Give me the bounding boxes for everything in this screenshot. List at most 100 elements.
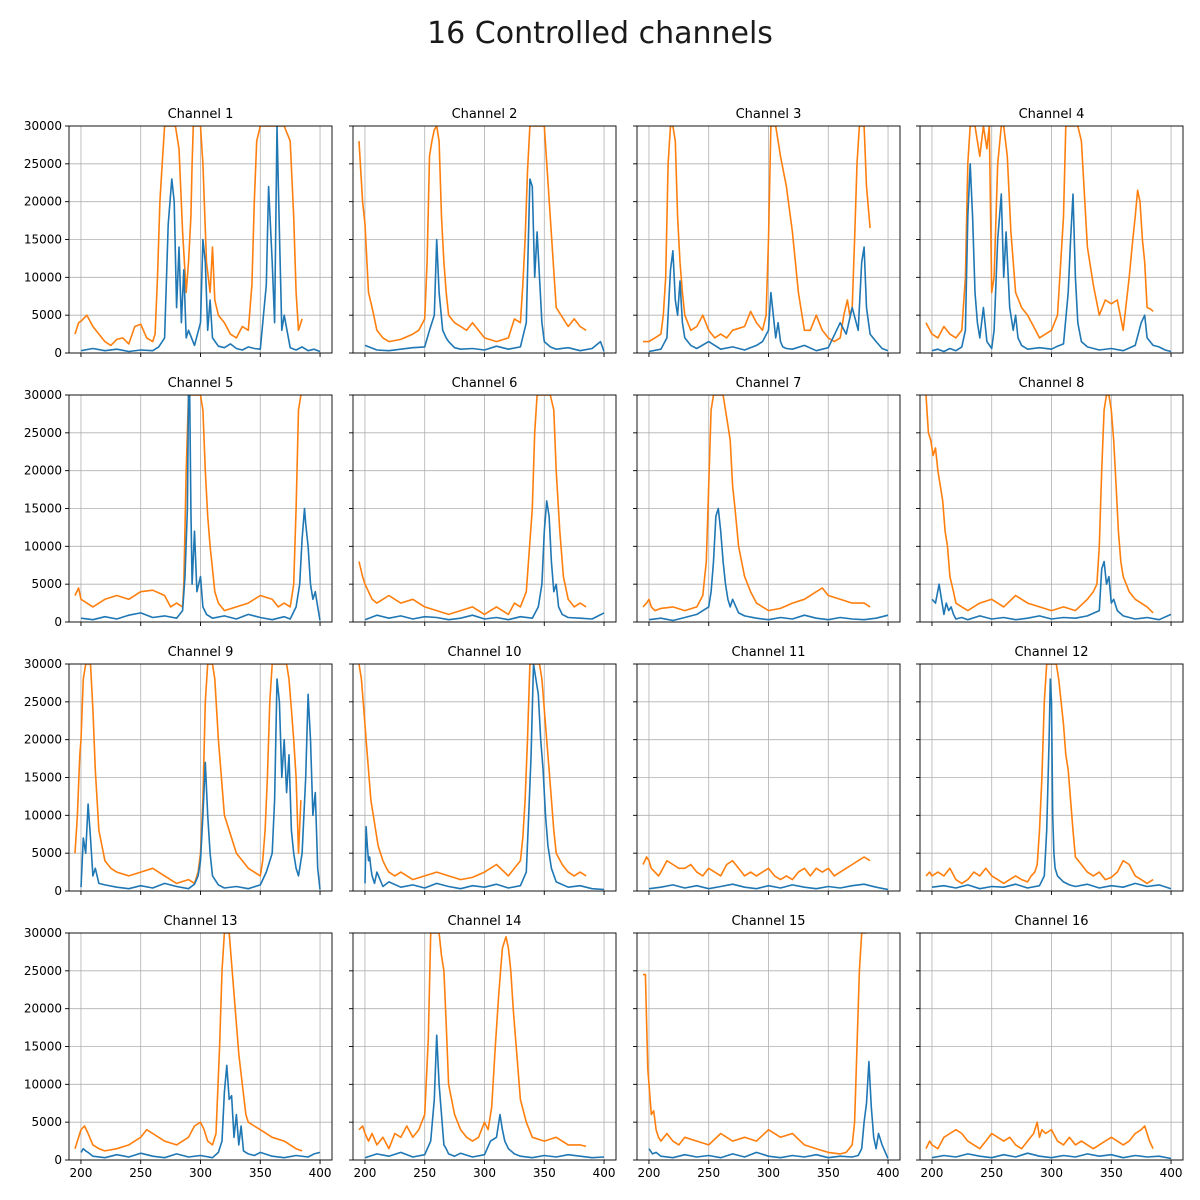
x-tick-label: 350 xyxy=(249,1166,272,1180)
series-line-blue xyxy=(931,1152,1172,1160)
series-line-blue xyxy=(364,1034,605,1159)
series-line-orange xyxy=(74,933,303,1152)
y-tick-label: 0 xyxy=(54,615,62,629)
series-line-orange xyxy=(643,126,871,343)
subplot-title: Channel 12 xyxy=(1014,645,1088,660)
series-line-blue xyxy=(80,678,321,890)
subplot-channel-5: Channel 5 0 5000 10000 15000 20000 25000 30000 xyxy=(24,376,333,629)
subplot-title: Channel 13 xyxy=(163,914,237,929)
x-tick-label: 200 xyxy=(638,1166,661,1180)
y-tick-label: 5000 xyxy=(31,1115,62,1129)
y-tick-label: 30000 xyxy=(24,388,62,402)
x-tick-label: 350 xyxy=(1100,1166,1123,1180)
subplot-title: Channel 15 xyxy=(731,914,805,929)
plot-area xyxy=(358,933,605,1159)
x-tick-label: 400 xyxy=(1160,1166,1183,1180)
series-line-orange xyxy=(642,395,871,612)
subplot-channel-11: Channel 11 xyxy=(633,645,901,895)
subplot-title: Channel 5 xyxy=(168,376,234,391)
subplot-title: Channel 9 xyxy=(168,645,234,660)
series-line-orange xyxy=(74,395,302,612)
x-tick-label: 300 xyxy=(757,1166,780,1180)
series-line-blue xyxy=(80,126,321,353)
series-line-orange xyxy=(358,933,587,1150)
subplot-channel-4: Channel 4 xyxy=(916,107,1184,357)
subplot-title: Channel 4 xyxy=(1019,107,1085,122)
figure-title: 16 Controlled channels xyxy=(427,16,773,51)
series-line-orange xyxy=(925,395,1154,614)
y-tick-label: 15000 xyxy=(24,233,62,247)
subplot-channel-9: Channel 9 0 5000 10000 15000 20000 25000 30000 xyxy=(24,645,333,898)
plot-area xyxy=(74,933,321,1159)
series-line-blue xyxy=(364,664,605,891)
subplot-channel-6: Channel 6 xyxy=(349,376,617,626)
y-tick-label: 30000 xyxy=(24,119,62,133)
plot-area xyxy=(643,126,889,353)
plot-area xyxy=(642,856,889,891)
plot-area xyxy=(358,126,605,352)
subplot-channel-10: Channel 10 xyxy=(349,645,617,895)
y-tick-label: 15000 xyxy=(24,1040,62,1054)
plot-area xyxy=(74,395,321,621)
subplot-title: Channel 6 xyxy=(452,376,518,391)
subplot-title: Channel 2 xyxy=(452,107,518,122)
series-line-blue xyxy=(648,507,889,622)
series-line-orange xyxy=(925,126,1154,339)
y-tick-label: 0 xyxy=(54,884,62,898)
x-tick-label: 300 xyxy=(473,1166,496,1180)
series-line-orange xyxy=(358,395,587,616)
x-tick-label: 250 xyxy=(697,1166,720,1180)
series-line-orange xyxy=(358,664,587,881)
series-line-blue xyxy=(80,1064,321,1159)
x-tick-label: 250 xyxy=(980,1166,1003,1180)
series-line-blue xyxy=(931,163,1172,353)
subplot-channel-3: Channel 3 xyxy=(633,107,901,357)
x-tick-label: 250 xyxy=(129,1166,152,1180)
series-line-orange xyxy=(643,933,867,1155)
plot-area xyxy=(74,126,321,353)
y-tick-label: 15000 xyxy=(24,771,62,785)
x-tick-label: 300 xyxy=(1040,1166,1063,1180)
plot-area xyxy=(358,395,605,621)
plot-area xyxy=(643,933,889,1159)
y-tick-label: 5000 xyxy=(31,577,62,591)
x-tick-label: 350 xyxy=(533,1166,556,1180)
series-line-blue xyxy=(648,246,889,353)
y-tick-label: 10000 xyxy=(24,539,62,553)
y-tick-label: 20000 xyxy=(24,195,62,209)
plot-area xyxy=(925,395,1172,621)
x-tick-label: 400 xyxy=(309,1166,332,1180)
subplot-title: Channel 8 xyxy=(1019,376,1085,391)
subplot-title: Channel 10 xyxy=(447,645,521,660)
x-tick-label: 300 xyxy=(189,1166,212,1180)
plot-area xyxy=(925,126,1172,353)
series-line-orange xyxy=(925,1121,1154,1150)
y-tick-label: 0 xyxy=(54,1153,62,1167)
subplot-channel-2: Channel 2 xyxy=(349,107,617,357)
y-tick-label: 0 xyxy=(54,346,62,360)
subplot-channel-13: Channel 13 200 250 300 350 400 0 5000 10000 15000… xyxy=(24,914,333,1180)
x-tick-label: 400 xyxy=(877,1166,900,1180)
series-line-orange xyxy=(925,664,1154,885)
y-tick-label: 5000 xyxy=(31,308,62,322)
subplot-title: Channel 3 xyxy=(736,107,802,122)
subplot-channel-8: Channel 8 xyxy=(916,376,1184,626)
series-line-blue xyxy=(364,178,605,352)
plot-area xyxy=(925,1121,1172,1160)
series-line-blue xyxy=(931,560,1172,621)
y-tick-label: 20000 xyxy=(24,1002,62,1016)
plot-area xyxy=(642,395,889,622)
plot-area xyxy=(74,664,321,890)
series-line-orange xyxy=(74,664,302,885)
plot-area xyxy=(358,664,605,891)
y-tick-label: 10000 xyxy=(24,1077,62,1091)
series-line-blue xyxy=(364,500,605,621)
subplot-title: Channel 7 xyxy=(736,376,802,391)
plot-area xyxy=(925,664,1172,890)
y-tick-label: 10000 xyxy=(24,808,62,822)
y-tick-label: 25000 xyxy=(24,157,62,171)
x-tick-label: 250 xyxy=(413,1166,436,1180)
y-tick-label: 25000 xyxy=(24,426,62,440)
series-line-orange xyxy=(358,126,587,343)
